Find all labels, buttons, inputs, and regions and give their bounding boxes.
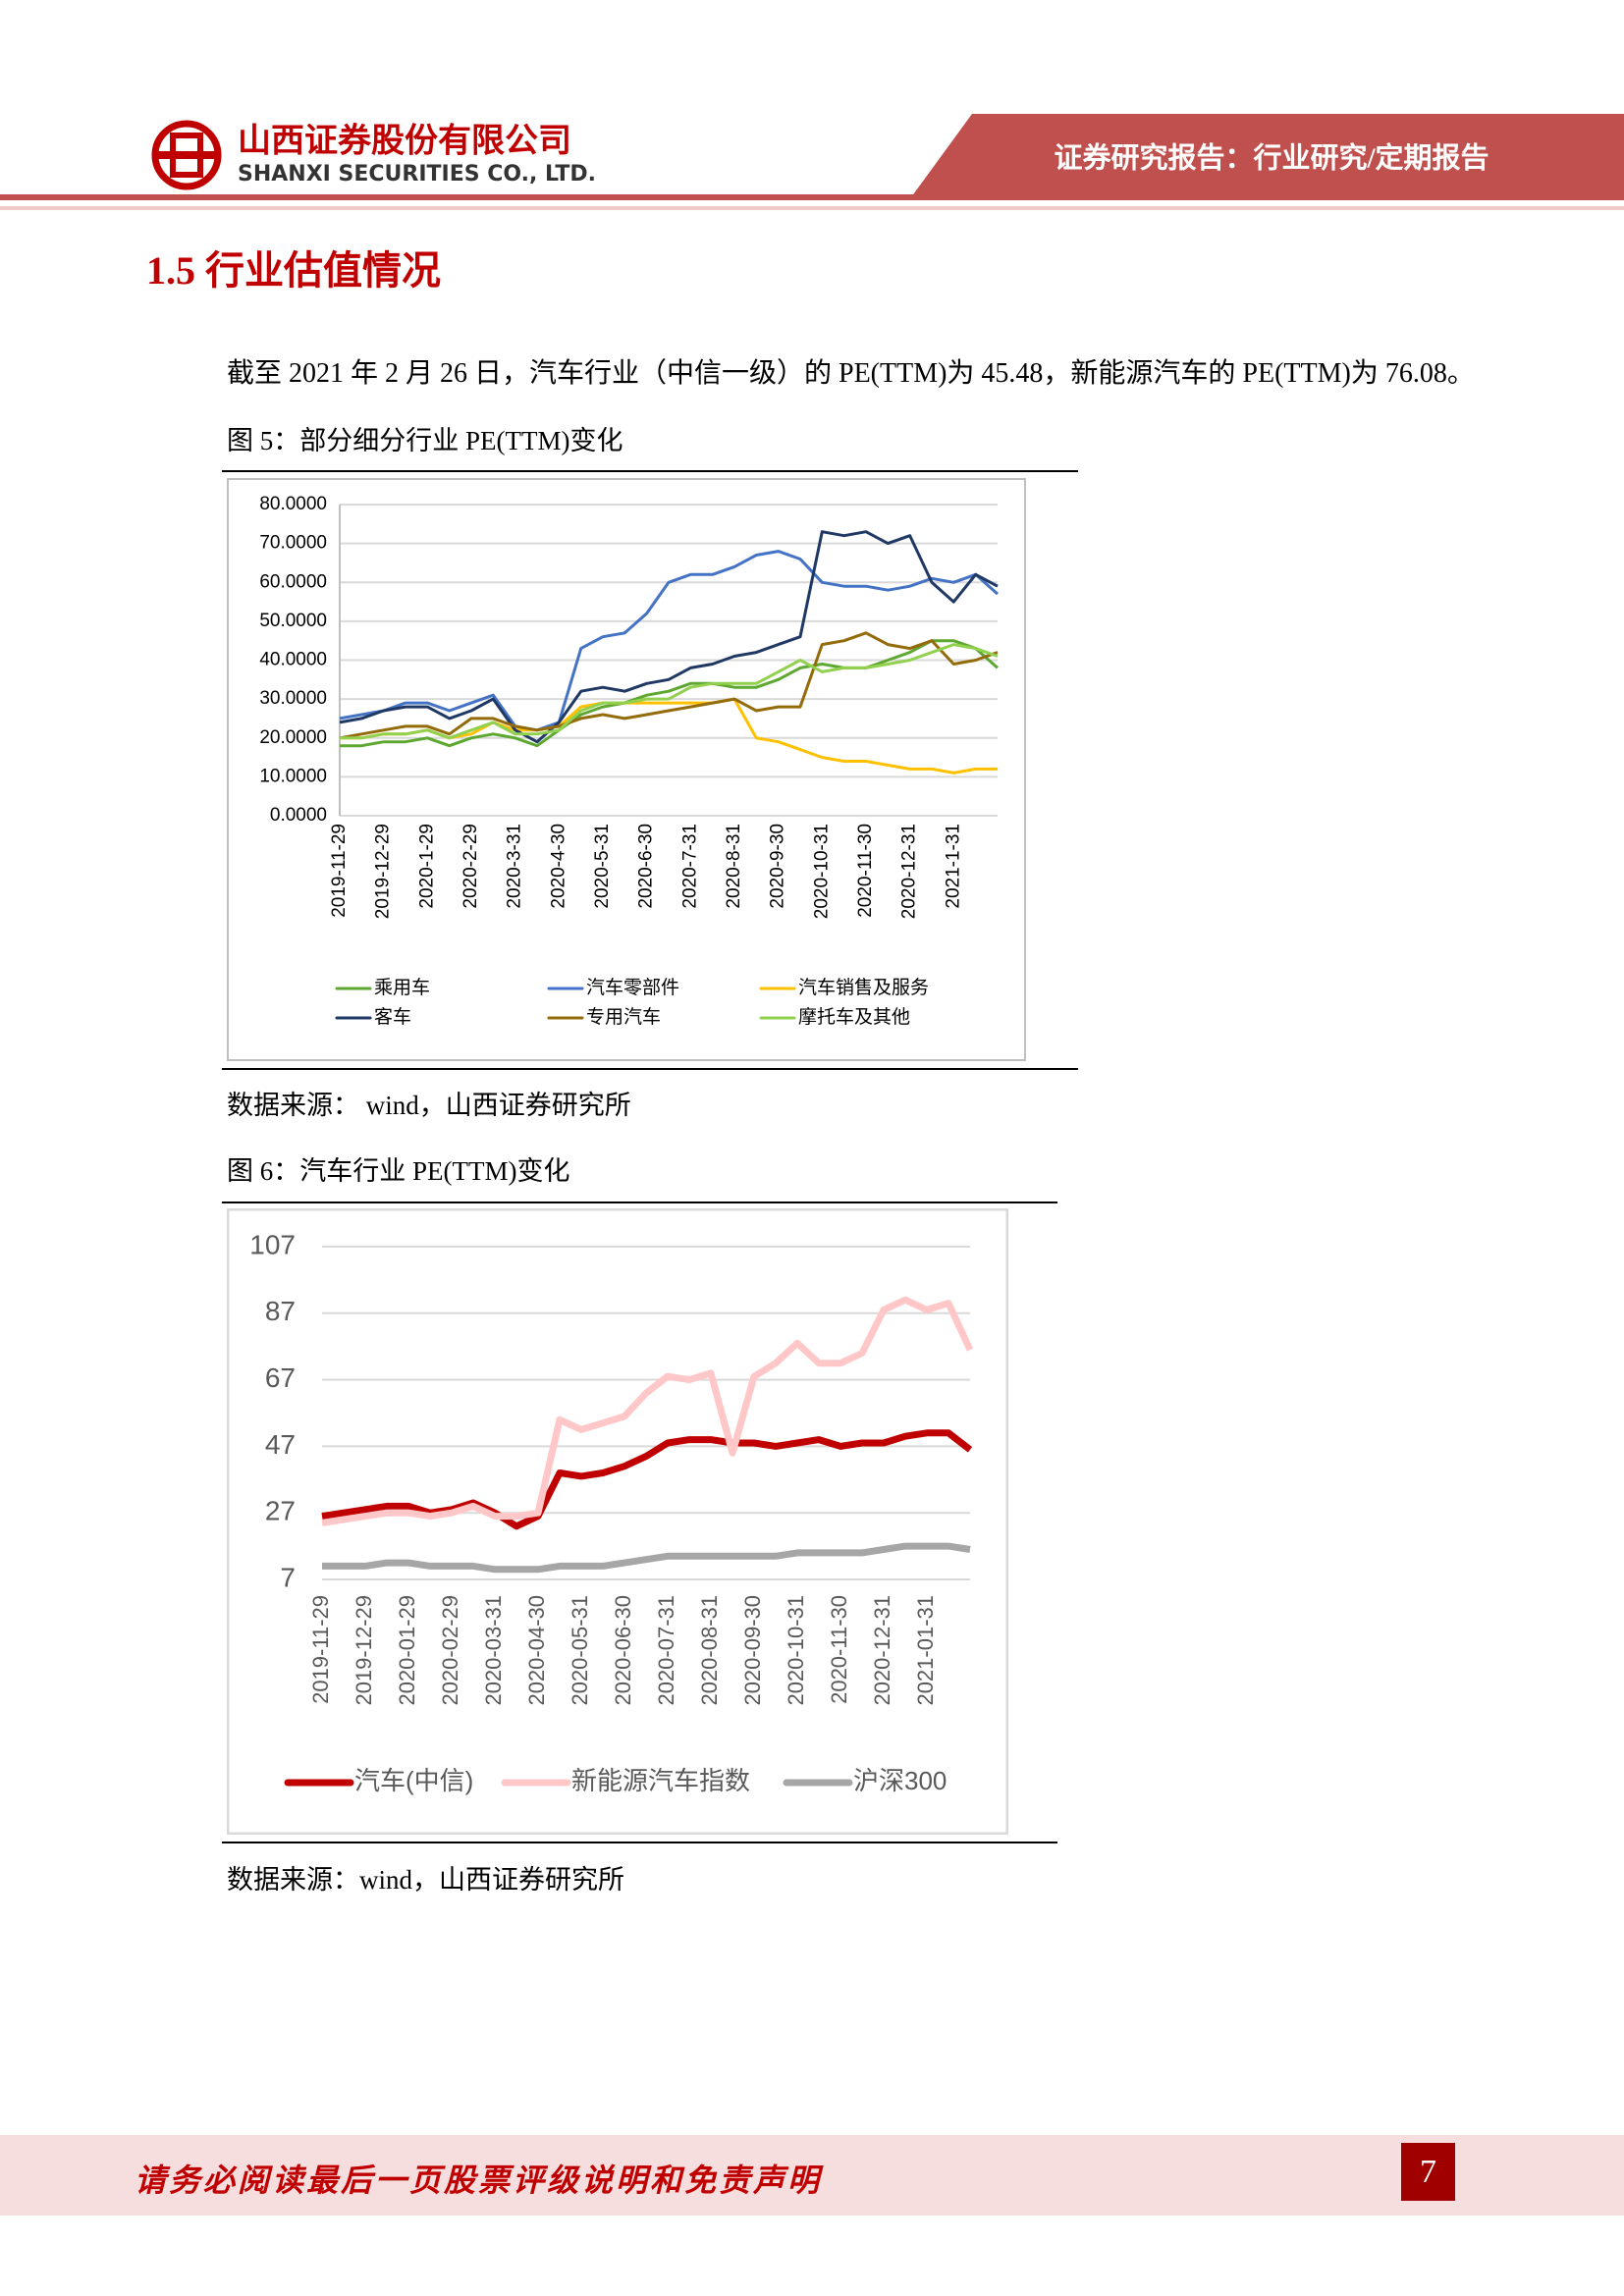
y-tick-label: 80.0000 [259, 494, 327, 514]
rule [222, 1201, 1057, 1203]
x-tick-label: 2020-4-30 [548, 824, 568, 909]
x-tick-label: 2020-2-29 [460, 824, 481, 909]
series-line [322, 1542, 971, 1574]
legend-label: 客车 [374, 1006, 411, 1028]
header-banner [911, 114, 1624, 197]
legend-label: 乘用车 [374, 977, 430, 998]
x-tick-label: 2020-7-31 [679, 824, 700, 909]
legend-label: 专用汽车 [586, 1006, 661, 1028]
x-tick-label: 2020-12-31 [899, 824, 920, 919]
series-line [340, 643, 999, 740]
footer-band [0, 2135, 1624, 2216]
x-tick-label: 2020-01-29 [395, 1595, 419, 1706]
y-tick-label: 40.0000 [259, 650, 327, 670]
x-tick-label: 2021-1-31 [943, 824, 963, 909]
y-tick-label: 7 [280, 1562, 296, 1592]
x-tick-label: 2021-01-31 [913, 1595, 938, 1706]
rule [222, 1842, 1057, 1843]
rule [222, 1068, 1078, 1070]
x-tick-label: 2020-05-31 [568, 1595, 592, 1706]
x-tick-label: 2020-03-31 [481, 1595, 506, 1706]
series-line [339, 530, 999, 744]
header-graphics: 证券研究报告：行业研究/定期报告 山西证券股份有限公司 SHANXI SECUR… [0, 114, 1624, 210]
y-tick-label: 27 [265, 1496, 296, 1526]
x-tick-label: 2020-6-30 [636, 824, 657, 909]
series-line [339, 631, 999, 740]
x-tick-label: 2020-3-31 [505, 824, 525, 909]
y-tick-label: 47 [265, 1429, 296, 1460]
company-cn: 山西证券股份有限公司 [238, 122, 571, 161]
legend-label: 摩托车及其他 [798, 1006, 910, 1028]
y-tick-label: 50.0000 [259, 611, 327, 631]
legend-label: 汽车销售及服务 [798, 977, 929, 998]
header-subrule [0, 206, 1624, 210]
x-tick-label: 2020-04-30 [524, 1595, 549, 1706]
y-tick-label: 67 [265, 1362, 296, 1393]
figure-source: 数据来源： wind，山西证券研究所 [227, 1091, 631, 1120]
x-tick-label: 2020-9-30 [768, 824, 788, 909]
series-line [321, 1296, 974, 1526]
legend-label: 新能源汽车指数 [571, 1766, 750, 1795]
logo [151, 120, 222, 190]
legend-label: 汽车(中信) [354, 1766, 473, 1795]
x-tick-label: 2020-10-31 [784, 1595, 808, 1706]
figure-source: 数据来源：wind，山西证券研究所 [227, 1865, 624, 1895]
header-rule [0, 194, 1624, 200]
y-tick-label: 87 [265, 1296, 296, 1326]
y-tick-label: 10.0000 [259, 766, 327, 786]
x-tick-label: 2019-11-29 [329, 824, 350, 918]
x-tick-label: 2020-11-30 [827, 1595, 851, 1704]
series-line [340, 639, 999, 748]
y-tick-label: 70.0000 [259, 533, 327, 554]
y-tick-label: 0.0000 [270, 805, 327, 826]
report-type: 证券研究报告：行业研究/定期报告 [1054, 141, 1489, 175]
x-tick-label: 2020-02-29 [438, 1595, 462, 1706]
legend-label: 沪深300 [853, 1766, 947, 1795]
series-line [339, 550, 999, 732]
x-tick-label: 2020-5-31 [592, 824, 613, 909]
x-tick-label: 2019-12-29 [373, 824, 394, 919]
legend-label: 汽车零部件 [586, 977, 679, 998]
x-tick-label: 2020-1-29 [416, 824, 437, 909]
x-tick-label: 2020-08-31 [697, 1595, 722, 1706]
chart-frame [227, 478, 1026, 1061]
company-en: SHANXI SECURITIES CO., LTD. [238, 162, 596, 187]
x-tick-label: 2020-8-31 [724, 824, 744, 909]
y-tick-label: 107 [249, 1229, 296, 1259]
x-tick-label: 2020-09-30 [740, 1595, 765, 1706]
x-tick-label: 2020-12-31 [870, 1595, 894, 1706]
page-number: 7 [1401, 2143, 1455, 2201]
x-tick-label: 2020-06-30 [611, 1595, 635, 1706]
x-tick-label: 2020-10-31 [811, 824, 832, 919]
x-tick-label: 2019-12-29 [352, 1595, 376, 1706]
figure-caption: 图 6：汽车行业 PE(TTM)变化 [227, 1156, 570, 1186]
chart: 0.0000 10.0000 20.0000 30.0000 40.0000 50.000… [227, 478, 1026, 1061]
figure-caption: 图 5：部分细分行业 PE(TTM)变化 [227, 426, 623, 455]
x-tick-label: 2020-11-30 [855, 824, 876, 918]
disclaimer: 请务必阅读最后一页股票评级说明和免责声明 [135, 2163, 823, 2198]
x-tick-label: 2019-11-29 [308, 1595, 333, 1704]
chart: 7 27 47 67 87 107 2019-11-29 2019-12-29 2020-01-… [227, 1208, 1008, 1835]
x-tick-label: 2020-07-31 [654, 1595, 678, 1706]
y-tick-label: 20.0000 [259, 727, 327, 748]
paragraph: 截至 2021 年 2 月 26 日，汽车行业（中信一级）的 PE(TTM)为 … [227, 358, 1475, 389]
y-tick-label: 30.0000 [259, 688, 327, 709]
rule [222, 470, 1078, 472]
y-tick-label: 60.0000 [259, 571, 327, 592]
section-title: 1.5 行业估值情况 [146, 248, 441, 293]
